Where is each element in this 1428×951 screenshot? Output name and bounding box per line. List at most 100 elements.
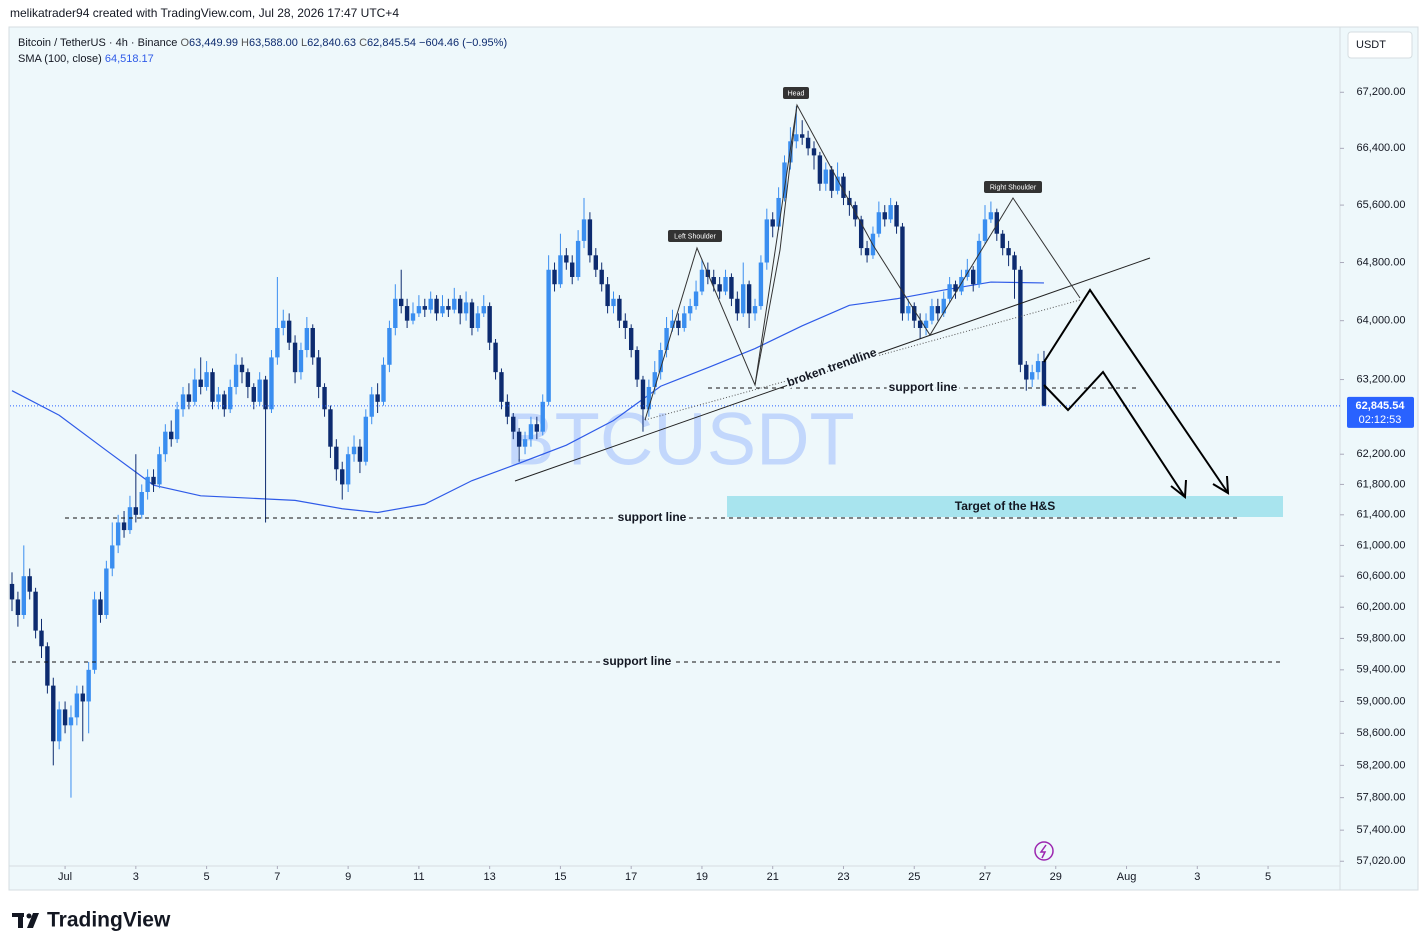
candle-body: [971, 269, 976, 285]
candle-body: [180, 394, 186, 410]
candle-body: [628, 327, 634, 351]
x-tick-label: 3: [133, 871, 139, 883]
candle-body: [570, 262, 575, 277]
x-tick-label: 29: [1050, 871, 1062, 883]
candle-body: [452, 298, 457, 310]
y-tick-label: 60,200.00: [1357, 601, 1406, 613]
logo-mark: [27, 913, 39, 928]
candle-body: [994, 212, 999, 234]
candle-body: [51, 685, 56, 742]
currency-button[interactable]: [1347, 31, 1413, 59]
y-tick-label: 66,400.00: [1357, 142, 1406, 154]
candle-body: [906, 306, 911, 314]
candle-body: [121, 522, 127, 531]
candle-body: [363, 416, 369, 462]
x-tick-label: 11: [413, 871, 424, 883]
y-tick-label: 57,020.00: [1357, 855, 1406, 867]
candle-body: [133, 507, 139, 515]
candle-body: [623, 320, 628, 328]
candle-body: [1006, 248, 1011, 256]
candle-body: [841, 176, 846, 198]
candle-body: [752, 306, 758, 314]
candle-body: [817, 155, 823, 184]
candle-body: [275, 327, 280, 358]
candle-body: [151, 476, 156, 485]
logo: TradingView: [12, 909, 171, 932]
candle-body: [399, 298, 404, 307]
candle-body: [511, 416, 516, 432]
candle-body: [86, 669, 91, 702]
candle-body: [428, 298, 433, 310]
candle-body: [729, 276, 734, 299]
candle-body: [611, 298, 616, 307]
candle-body: [56, 709, 62, 742]
candle-body: [758, 262, 764, 307]
candle-body: [145, 476, 150, 492]
y-tick-label: 58,200.00: [1357, 759, 1406, 771]
event-icon[interactable]: [1039, 844, 1047, 859]
candle-body: [794, 134, 799, 142]
candle-body: [39, 630, 44, 647]
candle-body: [74, 693, 80, 718]
candle-body: [670, 320, 675, 328]
label-box: [668, 230, 722, 242]
projection-arrow: [1043, 370, 1186, 498]
candle-body: [174, 409, 180, 440]
candle-body: [375, 394, 380, 402]
x-tick-label: 13: [484, 871, 496, 883]
candle-body: [534, 424, 540, 432]
candle-body: [115, 522, 121, 546]
candle-body: [540, 401, 545, 432]
ohlc-value: 63,449.99: [189, 37, 238, 49]
candle-body: [499, 372, 504, 402]
y-tick-label: 64,000.00: [1357, 315, 1406, 327]
ohlc-prefix: O: [180, 37, 189, 49]
legend: Bitcoin / TetherUS · 4h · Binance O63,44…: [18, 37, 507, 49]
x-tick-label: 25: [908, 871, 920, 883]
candle-body: [104, 568, 109, 615]
candle-body: [811, 148, 817, 156]
label-box: [783, 87, 809, 99]
candle-body: [982, 219, 988, 241]
sma-legend: SMA (100, close) 64,518.17: [18, 53, 154, 65]
candle-body: [558, 255, 563, 285]
candle-body: [457, 298, 463, 314]
candle-body: [440, 306, 445, 314]
hs-pattern: [644, 103, 1081, 421]
candle-body: [959, 276, 964, 292]
x-tick-label: 9: [345, 871, 351, 883]
candle-body: [864, 248, 870, 256]
candle-body: [92, 599, 97, 670]
candle-body: [764, 219, 770, 263]
y-tick-label: 57,400.00: [1357, 824, 1406, 836]
y-tick-label: 61,800.00: [1357, 478, 1406, 490]
event-icon[interactable]: [1034, 841, 1054, 861]
candle-body: [204, 372, 209, 387]
currency[interactable]: USDT: [1356, 39, 1386, 51]
candle-body: [894, 205, 899, 227]
candle-body: [953, 284, 958, 292]
candle-body: [876, 212, 882, 234]
candle-body: [210, 372, 215, 402]
candle-body: [251, 386, 256, 402]
candle-body: [163, 431, 168, 455]
candle-body: [735, 298, 740, 314]
candle-body: [923, 320, 929, 328]
candle-body: [286, 320, 292, 343]
candle-body: [711, 276, 716, 285]
candle-body: [469, 302, 475, 328]
y-tick-label: 59,000.00: [1357, 695, 1406, 707]
candle-body: [198, 379, 203, 387]
candle-body: [516, 431, 522, 447]
candle-body: [634, 350, 640, 380]
y-tick-label: 60,600.00: [1357, 570, 1406, 582]
candle-body: [552, 269, 557, 285]
candle-body: [410, 313, 416, 321]
trendline: [514, 257, 1151, 482]
candle-body: [835, 176, 840, 191]
x-tick-label: 21: [767, 871, 779, 883]
candle-body: [882, 212, 887, 220]
candle-body: [33, 591, 38, 631]
candle-body: [581, 219, 587, 241]
support-label: support line: [618, 510, 687, 524]
